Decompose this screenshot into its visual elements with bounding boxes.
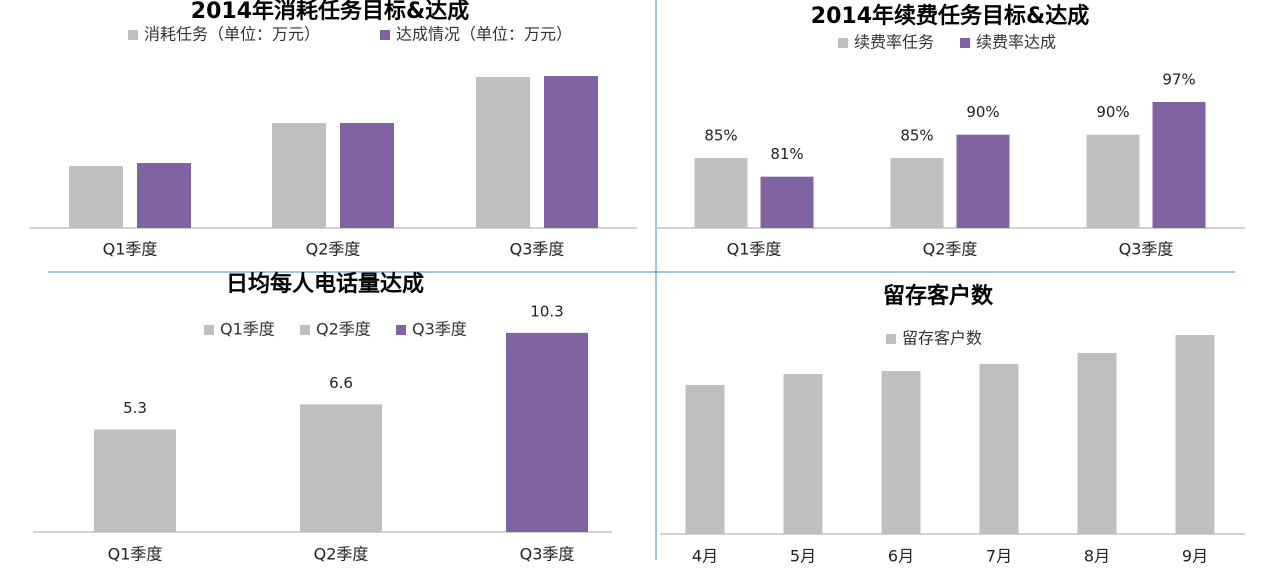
bar bbox=[760, 176, 814, 228]
data-label: 90% bbox=[1096, 103, 1129, 121]
x-tick-label: 6月 bbox=[888, 547, 914, 566]
data-label: 10.3 bbox=[530, 302, 563, 320]
data-label: 81% bbox=[770, 145, 803, 163]
x-tick-label: Q1季度 bbox=[108, 545, 163, 564]
bar bbox=[881, 371, 921, 534]
bar bbox=[94, 429, 176, 532]
legend-swatch bbox=[128, 30, 138, 40]
bar bbox=[685, 385, 725, 534]
x-tick-label: Q3季度 bbox=[510, 240, 565, 259]
x-tick-label: 4月 bbox=[692, 547, 718, 566]
data-label: 85% bbox=[704, 127, 737, 145]
x-tick-label: 8月 bbox=[1084, 547, 1110, 566]
x-tick-label: 7月 bbox=[986, 547, 1012, 566]
bar bbox=[1086, 134, 1140, 228]
x-tick-label: Q1季度 bbox=[727, 240, 782, 259]
bar bbox=[69, 166, 123, 228]
x-tick-label: 5月 bbox=[790, 547, 816, 566]
x-tick-label: 9月 bbox=[1182, 547, 1208, 566]
x-tick-label: Q3季度 bbox=[1119, 240, 1174, 259]
bar bbox=[300, 404, 382, 532]
x-tick-label: Q1季度 bbox=[103, 240, 158, 259]
bar bbox=[476, 77, 530, 228]
chart-title: 日均每人电话量达成 bbox=[226, 271, 424, 297]
bar bbox=[506, 332, 588, 532]
bar bbox=[694, 158, 748, 228]
legend-label: 消耗任务（单位：万元） bbox=[144, 25, 320, 44]
bar bbox=[979, 364, 1019, 534]
legend-swatch bbox=[960, 38, 970, 48]
bar bbox=[783, 374, 823, 534]
legend-label: Q3季度 bbox=[412, 320, 467, 339]
legend-label: 达成情况（单位：万元） bbox=[396, 25, 572, 44]
bar bbox=[1175, 335, 1215, 534]
legend-swatch bbox=[838, 38, 848, 48]
bar bbox=[137, 163, 191, 228]
data-label: 5.3 bbox=[123, 399, 147, 417]
x-tick-label: Q2季度 bbox=[314, 545, 369, 564]
data-label: 90% bbox=[966, 103, 999, 121]
bar bbox=[956, 134, 1010, 228]
bar bbox=[1077, 353, 1117, 534]
x-tick-label: Q3季度 bbox=[520, 545, 575, 564]
legend-label: 留存客户数 bbox=[902, 329, 982, 348]
chart-title: 留存客户数 bbox=[883, 283, 994, 309]
bar bbox=[890, 158, 944, 228]
legend-swatch bbox=[380, 30, 390, 40]
bar bbox=[544, 76, 598, 228]
data-label: 97% bbox=[1162, 71, 1195, 89]
bar bbox=[340, 123, 394, 228]
data-label: 85% bbox=[900, 127, 933, 145]
chart-title: 2014年消耗任务目标&达成 bbox=[191, 0, 469, 24]
legend-swatch bbox=[396, 325, 406, 335]
legend-label: 续费率任务 bbox=[854, 33, 934, 52]
bar bbox=[272, 123, 326, 228]
bar bbox=[1152, 102, 1206, 228]
x-tick-label: Q2季度 bbox=[923, 240, 978, 259]
legend-label: 续费率达成 bbox=[976, 33, 1056, 52]
legend-label: Q1季度 bbox=[220, 320, 275, 339]
legend-swatch bbox=[886, 334, 896, 344]
legend-label: Q2季度 bbox=[316, 320, 371, 339]
chart-title: 2014年续费任务目标&达成 bbox=[811, 3, 1089, 29]
x-tick-label: Q2季度 bbox=[306, 240, 361, 259]
data-label: 6.6 bbox=[329, 374, 353, 392]
legend-swatch bbox=[300, 325, 310, 335]
legend-swatch bbox=[204, 325, 214, 335]
